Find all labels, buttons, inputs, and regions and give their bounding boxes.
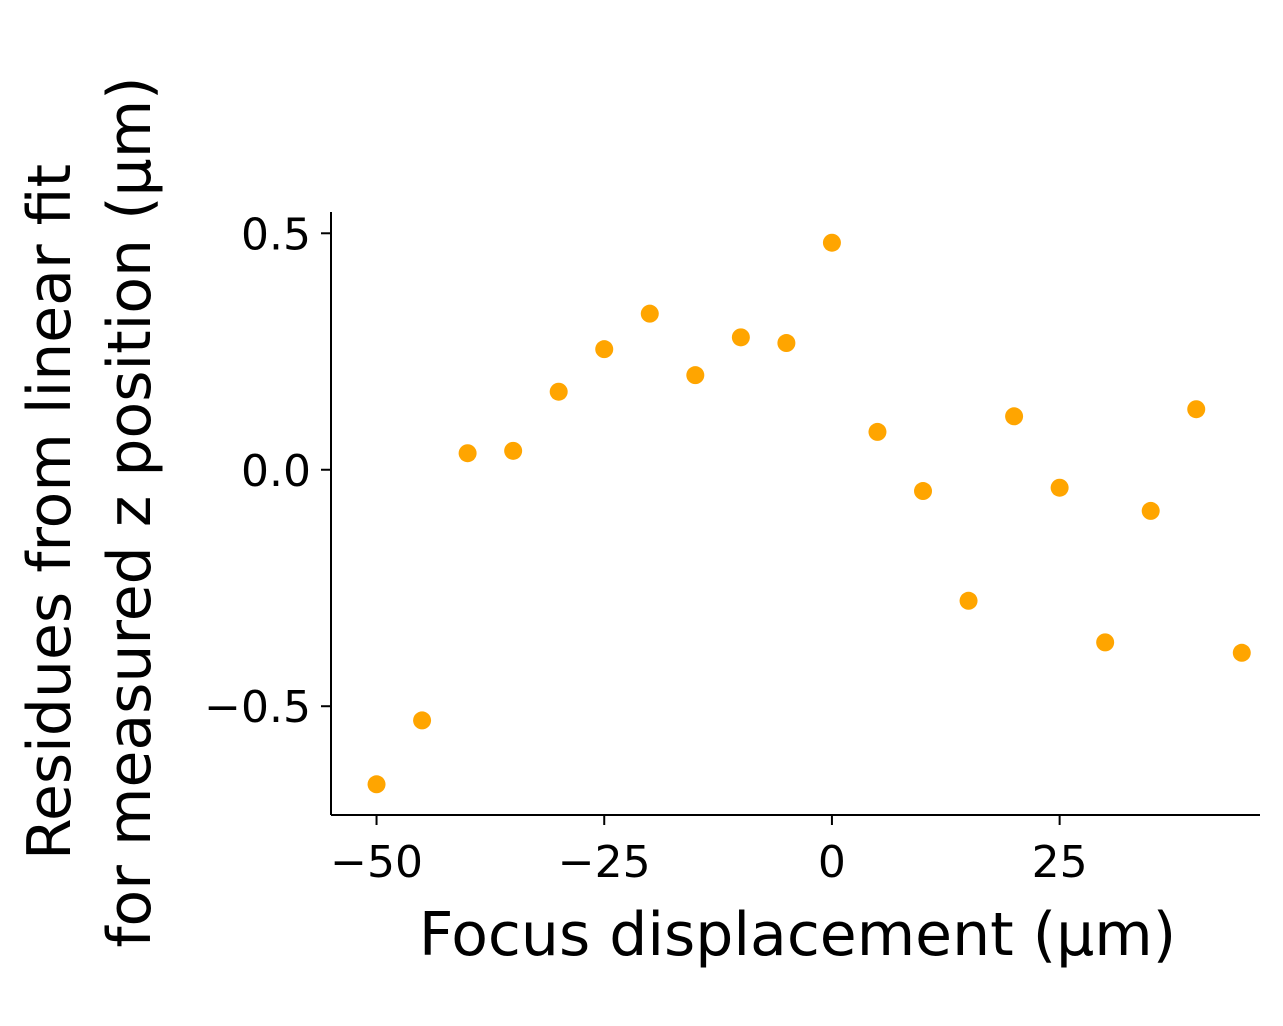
data-point-6 (640, 304, 659, 323)
y-tick-label-2: −0.5 (204, 682, 311, 733)
data-point-4 (549, 382, 568, 401)
data-point-0 (367, 775, 386, 794)
data-point-7 (686, 366, 705, 385)
x-tick-label-3: 25 (1032, 837, 1088, 888)
data-point-2 (458, 444, 477, 463)
data-point-13 (959, 591, 978, 610)
data-point-10 (822, 233, 841, 252)
data-point-18 (1187, 400, 1206, 419)
data-point-15 (1050, 478, 1069, 497)
x-ticks: −50 −25 0 25 (330, 815, 1088, 888)
data-points (367, 233, 1251, 794)
data-point-16 (1096, 633, 1115, 652)
y-ticks: 0.5 0.0 −0.5 (204, 209, 331, 733)
data-point-11 (868, 422, 887, 441)
data-point-19 (1232, 643, 1251, 662)
y-tick-label-0: 0.5 (241, 209, 311, 260)
data-point-8 (731, 328, 750, 347)
y-axis-label: Residues from linear fit for measured z … (15, 76, 165, 947)
axes (330, 212, 1260, 816)
data-point-1 (413, 711, 432, 730)
data-point-5 (595, 340, 614, 359)
y-axis-label-line-2: for measured z position (µm) (95, 76, 165, 947)
y-axis-label-line-1: Residues from linear fit (15, 164, 85, 860)
x-tick-label-0: −50 (330, 837, 423, 888)
data-point-9 (777, 334, 796, 353)
x-tick-label-2: 0 (818, 837, 846, 888)
data-point-17 (1141, 501, 1160, 520)
data-point-14 (1005, 407, 1024, 426)
x-tick-label-1: −25 (558, 837, 651, 888)
data-point-12 (914, 482, 933, 501)
data-point-3 (504, 441, 523, 460)
y-tick-label-1: 0.0 (241, 446, 311, 497)
x-axis-label: Focus displacement (µm) (419, 900, 1176, 970)
